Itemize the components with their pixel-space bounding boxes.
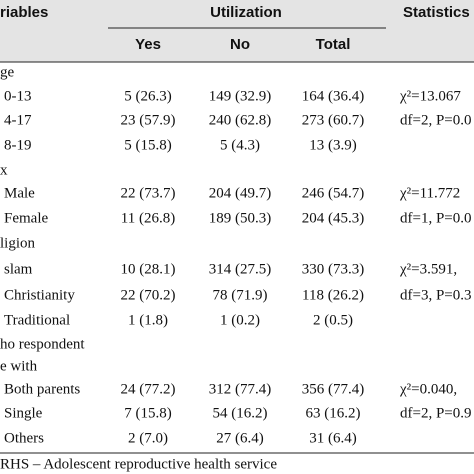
cell: 246 (54.7) [302, 185, 365, 201]
cell: 13 (3.9) [309, 137, 357, 153]
cell: 149 (32.9) [209, 88, 272, 104]
row-label: x [0, 162, 8, 178]
row-label: e with [0, 358, 38, 374]
row-label: Both parents [4, 381, 80, 397]
header-cell: Total [316, 36, 351, 53]
header-cell: riables [0, 4, 48, 21]
cell: 5 (15.8) [124, 137, 172, 153]
cell: 54 (16.2) [213, 405, 268, 421]
cell: 22 (70.2) [121, 287, 176, 303]
row-label: ge [0, 64, 15, 80]
cell: 356 (77.4) [302, 381, 365, 397]
row-label: Male [4, 185, 35, 201]
cell: 24 (77.2) [121, 381, 176, 397]
cell: 2 (0.5) [313, 312, 353, 328]
row-label: Christianity [4, 287, 75, 303]
row-label: Female [4, 210, 48, 226]
cell: 273 (60.7) [302, 112, 365, 128]
cell: 330 (73.3) [302, 261, 365, 277]
cell: 204 (45.3) [302, 210, 365, 226]
cell: 63 (16.2) [306, 405, 361, 421]
stat: df=2, P=0.9 [400, 405, 472, 421]
cell: 5 (4.3) [220, 137, 260, 153]
cell: 27 (6.4) [216, 430, 264, 446]
stat: df=1, P=0.0 [400, 210, 472, 226]
cell: 1 (0.2) [220, 312, 260, 328]
cell: 189 (50.3) [209, 210, 272, 226]
row-label: ligion [0, 235, 36, 251]
cell: 11 (26.8) [121, 210, 175, 226]
header-cell: Statistics [403, 4, 470, 21]
row-label: Others [4, 430, 44, 446]
stat: χ²=11.772 [399, 185, 460, 201]
header-cell: Yes [135, 36, 161, 53]
row-label: Single [4, 405, 43, 421]
cell: 1 (1.8) [128, 312, 168, 328]
row-label: 8-19 [4, 137, 32, 153]
cell: 22 (73.7) [121, 185, 176, 201]
row-label: ho respondent [0, 336, 85, 352]
row-label: 4-17 [4, 112, 32, 128]
stat: χ²=0.040, [399, 381, 457, 397]
header-cell: Utilization [210, 4, 282, 21]
cell: 164 (36.4) [302, 88, 365, 104]
cell: 312 (77.4) [209, 381, 272, 397]
cell: 78 (71.9) [213, 287, 268, 303]
header-cell: No [230, 36, 250, 53]
header-bg [0, 0, 474, 62]
row-label: 0-13 [4, 88, 32, 104]
cell: 314 (27.5) [209, 261, 272, 277]
stat: χ²=3.591, [399, 261, 457, 277]
cell: 240 (62.8) [209, 112, 272, 128]
stat: χ²=13.067 [399, 88, 461, 104]
cell: 5 (26.3) [124, 88, 172, 104]
cell: 23 (57.9) [121, 112, 176, 128]
stat: df=2, P=0.0 [400, 112, 472, 128]
stat: df=3, P=0.3 [400, 287, 472, 303]
cell: 31 (6.4) [309, 430, 357, 446]
cell: 118 (26.2) [302, 287, 364, 303]
cell: 10 (28.1) [121, 261, 176, 277]
footer: RHS – Adolescent reproductive health ser… [0, 456, 277, 472]
cell: 2 (7.0) [128, 430, 168, 446]
row-label: Traditional [4, 312, 70, 328]
row-label: slam [4, 261, 33, 277]
cell: 7 (15.8) [124, 405, 172, 421]
cell: 204 (49.7) [209, 185, 272, 201]
